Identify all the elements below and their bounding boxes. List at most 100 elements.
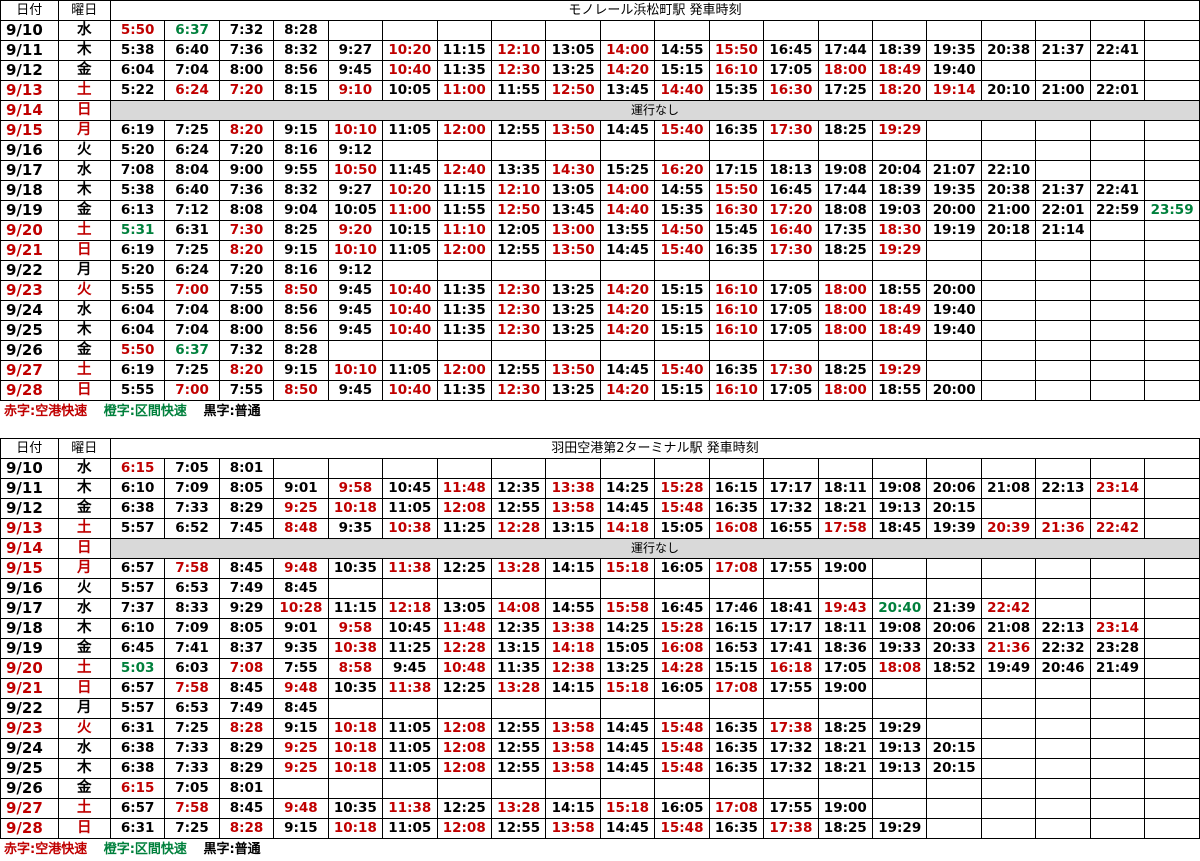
departure-time: 15:15 (654, 380, 710, 401)
departure-time: 5:20 (109, 260, 166, 281)
departure-time: 16:35 (708, 758, 765, 779)
departure-time: 9:48 (273, 678, 329, 699)
table-row: 9/10 水 5:50 6:37 7:32 8:28 (0, 20, 1200, 41)
empty-cell (980, 498, 1037, 519)
departure-time: 14:45 (599, 240, 656, 261)
departure-time: 14:20 (599, 280, 656, 301)
departure-time: 9:35 (327, 518, 384, 539)
empty-cell (654, 140, 710, 161)
departure-time: 15:05 (599, 638, 656, 659)
departure-time: 11:00 (436, 80, 492, 101)
departure-time: 9:45 (327, 380, 384, 401)
empty-cell (980, 340, 1037, 361)
departure-time: 20:00 (926, 280, 982, 301)
departure-time: 17:30 (763, 360, 819, 381)
departure-time: 14:50 (654, 220, 710, 241)
departure-time: 9:48 (273, 558, 329, 579)
departure-time: 14:08 (490, 598, 547, 619)
departure-time: 10:05 (382, 80, 438, 101)
table-row: 9/11 木 6:10 7:09 8:05 9:01 9:58 10:45 11:48 12:35… (0, 478, 1200, 499)
departure-time: 9:04 (273, 200, 329, 221)
departure-time: 12:25 (436, 798, 492, 819)
empty-cell (763, 698, 819, 719)
empty-cell (1089, 778, 1146, 799)
departure-time: 16:35 (708, 818, 765, 839)
empty-cell (1089, 60, 1146, 81)
departure-time: 12:08 (436, 498, 492, 519)
header-row: 日付 曜日 羽田空港第2ターミナル駅 発車時刻 (0, 438, 1200, 459)
departure-time: 11:55 (436, 200, 492, 221)
table-row: 9/19 金 6:45 7:41 8:37 9:35 10:38 11:25 12:28 13:1… (0, 638, 1200, 659)
departure-time: 17:55 (763, 678, 819, 699)
departure-time: 6:37 (164, 340, 220, 361)
empty-cell (1035, 260, 1091, 281)
empty-cell (1035, 280, 1091, 301)
empty-cell (980, 698, 1037, 719)
departure-time: 7:58 (164, 678, 220, 699)
departure-time: 15:50 (708, 180, 765, 201)
departure-time: 18:11 (817, 478, 874, 499)
empty-cell (708, 140, 765, 161)
empty-cell (436, 20, 492, 41)
departure-time: 18:39 (872, 180, 928, 201)
departure-time: 11:48 (436, 618, 492, 639)
departure-time: 20:10 (980, 80, 1037, 101)
departure-time: 12:55 (490, 738, 547, 759)
weekday-cell: 土 (57, 658, 111, 679)
departure-time: 19:29 (872, 818, 928, 839)
empty-cell (599, 698, 656, 719)
departure-time: 21:00 (980, 200, 1037, 221)
departure-time: 10:48 (436, 658, 492, 679)
empty-cell (1089, 340, 1146, 361)
empty-cell (980, 320, 1037, 341)
departure-time: 17:05 (763, 300, 819, 321)
departure-time: 8:58 (327, 658, 384, 679)
empty-cell (1089, 738, 1146, 759)
departure-time: 16:05 (654, 798, 710, 819)
departure-time: 6:10 (109, 618, 166, 639)
empty-cell (980, 738, 1037, 759)
weekday-cell: 月 (57, 260, 111, 281)
table-row: 9/28 日 6:31 7:25 8:28 9:15 10:18 11:05 12:08 12:5… (0, 818, 1200, 839)
timetable-table: 日付 曜日 モノレール浜松町駅 発車時刻 9/10 水 5:50 6:37 7:32 8:… (0, 0, 1200, 401)
departure-time: 5:31 (109, 220, 166, 241)
empty-cell (654, 778, 710, 799)
header-dow: 曜日 (57, 438, 111, 459)
departure-time: 14:25 (599, 478, 656, 499)
departure-time: 7:55 (218, 280, 275, 301)
empty-cell (1035, 678, 1091, 699)
departure-time: 15:15 (654, 300, 710, 321)
departure-time: 11:25 (382, 638, 438, 659)
departure-time: 14:25 (599, 618, 656, 639)
departure-time: 13:25 (545, 300, 601, 321)
departure-time: 11:55 (490, 80, 547, 101)
empty-cell (980, 798, 1037, 819)
departure-time: 16:08 (654, 638, 710, 659)
empty-cell (1035, 738, 1091, 759)
departure-time: 7:30 (218, 220, 275, 241)
departure-time: 18:08 (872, 658, 928, 679)
weekday-cell: 水 (57, 598, 111, 619)
empty-cell (1144, 738, 1200, 759)
departure-time: 15:48 (654, 498, 710, 519)
empty-cell (763, 458, 819, 479)
departure-time: 22:10 (980, 160, 1037, 181)
departure-time: 5:57 (109, 698, 166, 719)
date-cell: 9/10 (0, 458, 59, 479)
weekday-cell: 火 (57, 280, 111, 301)
departure-time: 19:35 (926, 40, 982, 61)
departure-time: 15:40 (654, 360, 710, 381)
empty-cell (1144, 220, 1200, 241)
departure-time: 16:35 (708, 738, 765, 759)
departure-time: 14:15 (545, 798, 601, 819)
empty-cell (763, 340, 819, 361)
weekday-cell: 金 (57, 200, 111, 221)
departure-time: 18:11 (817, 618, 874, 639)
departure-time: 10:45 (382, 478, 438, 499)
departure-time: 13:25 (599, 658, 656, 679)
weekday-cell: 金 (57, 60, 111, 81)
table-row: 9/15 月 6:19 7:25 8:20 9:15 10:10 11:05 12:00 12:5… (0, 120, 1200, 141)
departure-time: 14:55 (654, 40, 710, 61)
departure-time: 16:30 (708, 200, 765, 221)
empty-cell (1089, 798, 1146, 819)
